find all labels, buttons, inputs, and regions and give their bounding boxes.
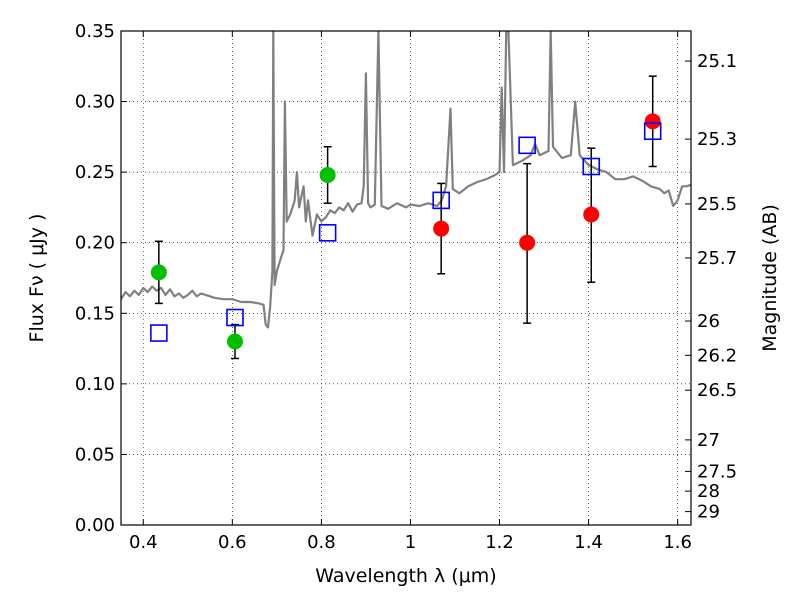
mag-tick-label: 26	[697, 311, 720, 332]
grid	[121, 30, 691, 526]
model-point	[582, 157, 601, 176]
x-tick-label: 1.4	[574, 532, 603, 553]
data-point	[519, 234, 536, 251]
data-point	[227, 333, 243, 350]
x-tick-label: 0.8	[307, 532, 336, 553]
axis-ticks: 0.4 0.6 0.8 1 1.2 1.4 1.6 0.00 0.05 0.10 0.15 0.20 0…	[75, 21, 737, 553]
y-tick-label: 0.35	[75, 21, 115, 42]
mag-tick-label: 25.5	[697, 194, 737, 215]
y-tick-label: 0.15	[75, 303, 115, 324]
spectrum-line	[121, 31, 691, 329]
data-point	[319, 166, 336, 183]
x-tick-label: 1.6	[663, 532, 692, 553]
data-point	[433, 220, 450, 237]
model-point	[226, 308, 244, 327]
mag-tick-label: 25.1	[697, 51, 737, 72]
x-axis-label: Wavelength λ (μm)	[315, 565, 496, 587]
y-tick-label: 0.20	[75, 233, 115, 254]
mag-tick-label: 26.2	[697, 345, 737, 366]
model-point	[643, 122, 662, 141]
y-tick-label: 0.05	[75, 444, 115, 465]
mag-tick-label: 27	[697, 430, 720, 451]
data-point	[150, 264, 167, 281]
right-axis-label: Magnitude (AB)	[759, 204, 781, 352]
model-point	[150, 324, 168, 342]
mag-tick-label: 25.3	[697, 129, 737, 150]
y-axis-label: Flux Fν ( μJy )	[26, 214, 48, 343]
mag-tick-label: 28	[697, 481, 720, 502]
y-tick-label: 0.25	[75, 162, 115, 183]
model-spectrum	[121, 31, 691, 329]
x-tick-label: 0.6	[218, 532, 247, 553]
model-point	[518, 136, 536, 155]
y-tick-label: 0.00	[75, 515, 115, 536]
y-tick-label: 0.30	[75, 92, 115, 113]
data-point	[644, 113, 661, 130]
x-tick-label: 0.4	[129, 532, 158, 553]
mag-tick-label: 26.5	[697, 380, 737, 401]
mag-tick-label: 27.5	[697, 461, 737, 482]
model-point	[318, 224, 337, 242]
mag-tick-label: 29	[697, 502, 720, 523]
x-tick-label: 1.2	[485, 532, 514, 553]
plot-frame	[120, 30, 692, 526]
data-points	[150, 75, 662, 360]
model-point	[432, 191, 450, 210]
y-tick-label: 0.10	[75, 374, 115, 395]
mag-tick-label: 25.7	[697, 248, 737, 269]
x-tick-label: 1	[405, 532, 416, 553]
data-point	[583, 206, 600, 223]
